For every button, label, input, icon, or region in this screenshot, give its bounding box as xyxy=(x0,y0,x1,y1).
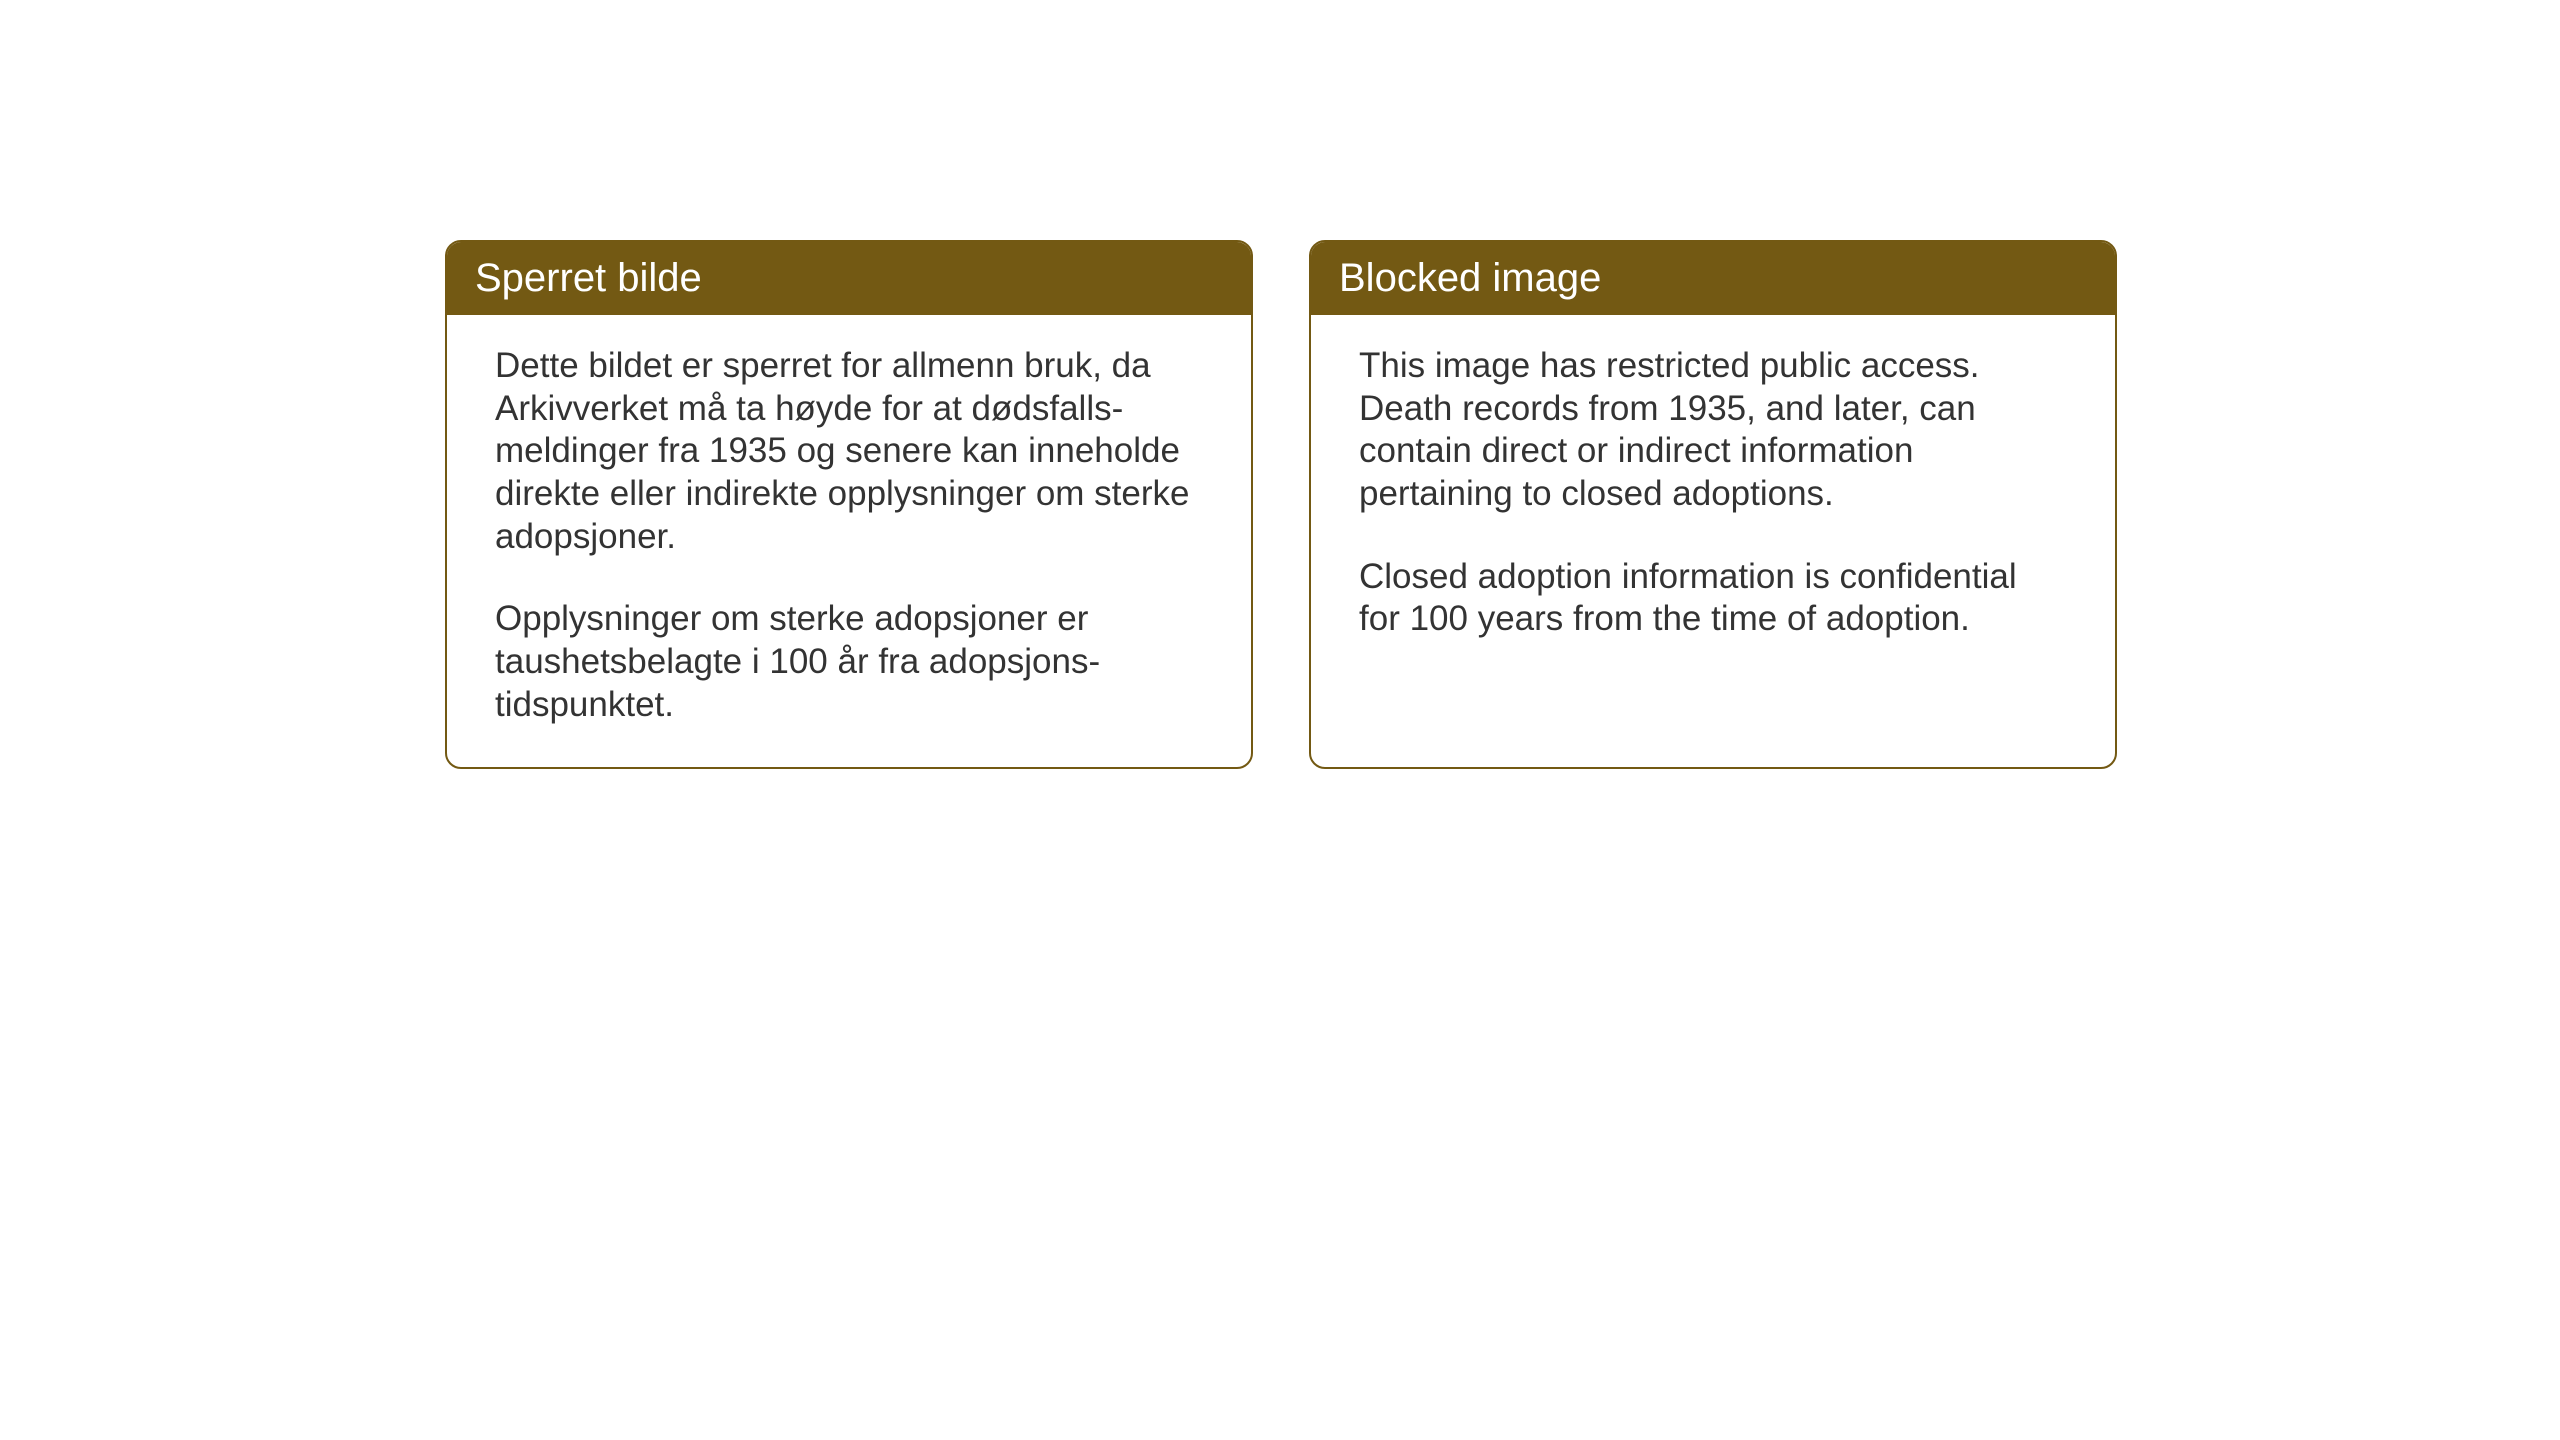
notice-paragraph: Opplysninger om sterke adopsjoner er tau… xyxy=(495,598,1203,726)
notice-paragraph: This image has restricted public access.… xyxy=(1359,345,2067,516)
notice-card-english: Blocked image This image has restricted … xyxy=(1309,240,2117,769)
notice-card-body-english: This image has restricted public access.… xyxy=(1311,315,2115,681)
notice-card-title-english: Blocked image xyxy=(1311,242,2115,315)
notice-card-body-norwegian: Dette bildet er sperret for allmenn bruk… xyxy=(447,315,1251,767)
notice-paragraph: Closed adoption information is confident… xyxy=(1359,556,2067,641)
notice-card-norwegian: Sperret bilde Dette bildet er sperret fo… xyxy=(445,240,1253,769)
notice-card-title-norwegian: Sperret bilde xyxy=(447,242,1251,315)
notice-paragraph: Dette bildet er sperret for allmenn bruk… xyxy=(495,345,1203,558)
notice-container: Sperret bilde Dette bildet er sperret fo… xyxy=(445,240,2117,769)
